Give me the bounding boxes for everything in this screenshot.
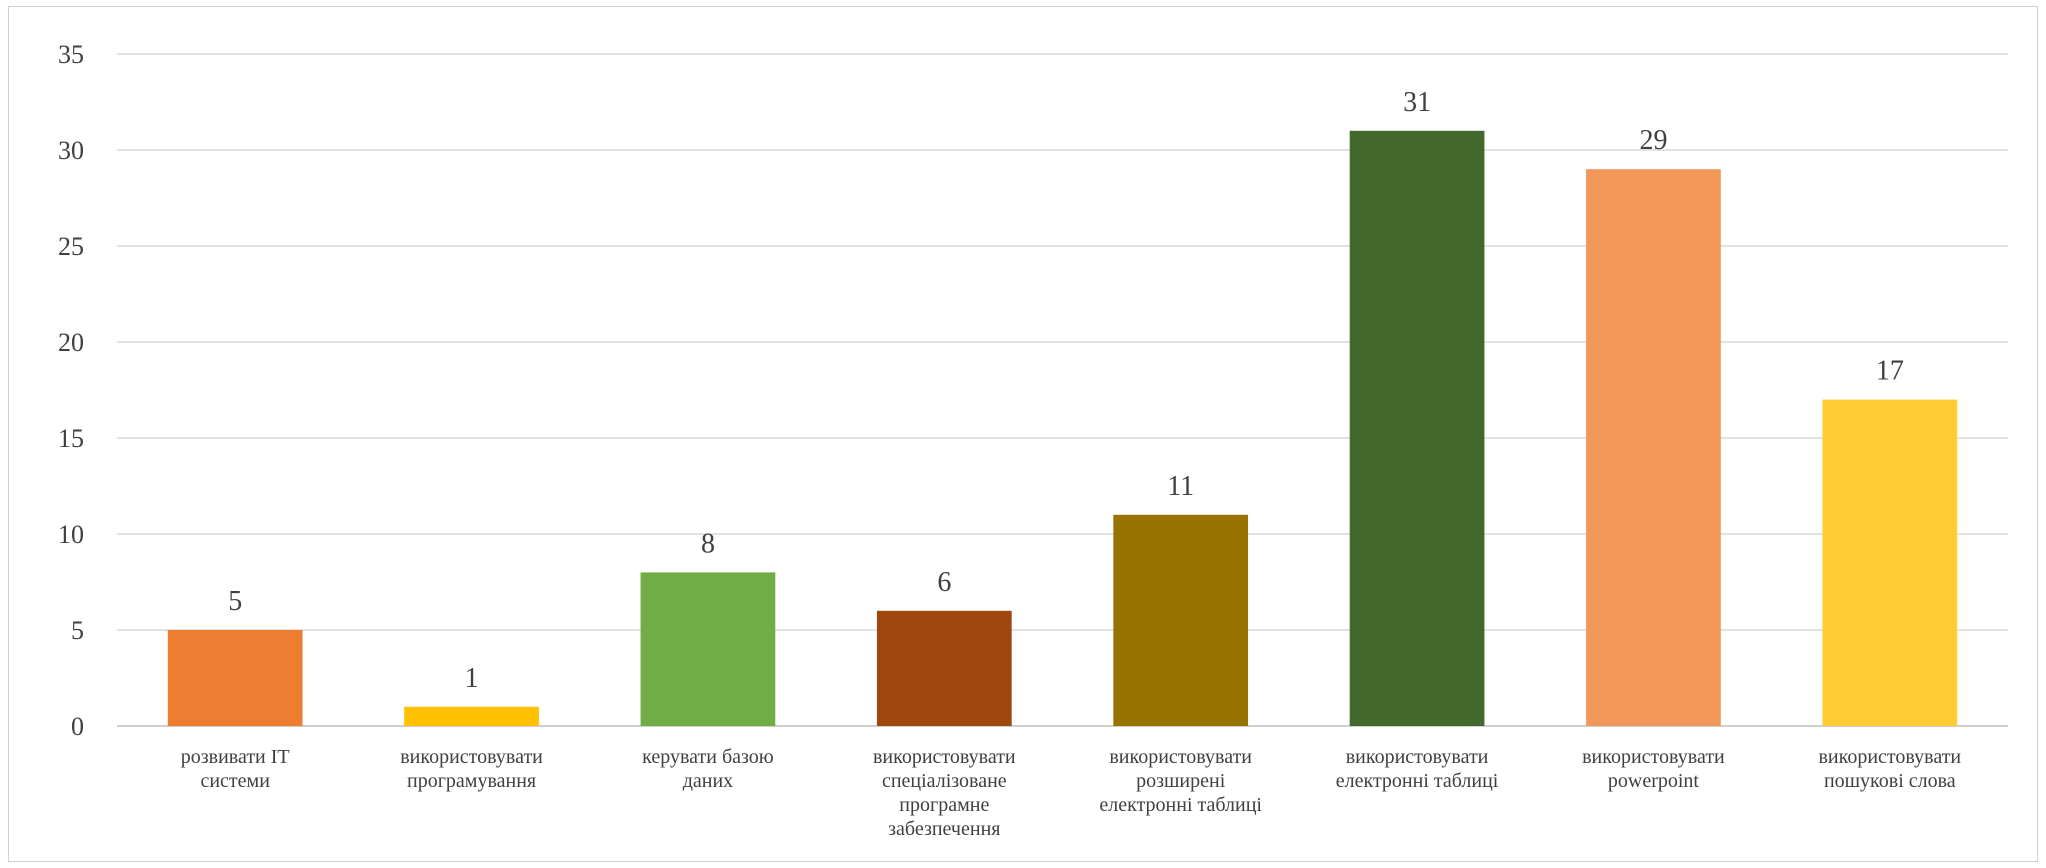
x-tick-label: використовувати пошукові слова: [1818, 746, 1961, 792]
bar: [1822, 399, 1958, 726]
x-tick-label: використовувати спеціалізоване програмне за…: [873, 746, 1016, 840]
data-label: 29: [1639, 125, 1667, 156]
x-tick-label: керувати базою даних: [642, 746, 774, 792]
y-tick-label: 35: [58, 40, 84, 69]
bar: [1349, 130, 1485, 727]
bar: [404, 706, 539, 726]
bars: [167, 130, 1958, 727]
y-tick-label: 5: [71, 616, 84, 645]
x-tick-label: розвивати IT системи: [181, 746, 290, 792]
x-tick-label: використовувати розширені електронні табли…: [1099, 746, 1262, 816]
x-tick-label: використовувати програмування: [400, 746, 543, 792]
y-tick-label: 15: [58, 424, 84, 453]
y-tick-label: 10: [58, 520, 84, 549]
bar: [640, 572, 776, 726]
gridlines: [117, 53, 2008, 727]
data-labels: 5 1 8 6 11 31 29 17: [228, 87, 1904, 694]
data-label: 31: [1403, 87, 1431, 118]
x-axis-category-labels: розвивати IT системи використовувати програ…: [181, 746, 1962, 840]
bar: [167, 630, 303, 726]
data-label: 6: [937, 567, 951, 598]
x-tick-label: використовувати powerpoint: [1582, 746, 1725, 792]
data-label: 11: [1167, 471, 1194, 502]
y-axis-tick-labels: 0 5 10 15 20 25 30 35: [58, 40, 84, 741]
data-label: 1: [465, 663, 479, 694]
bar: [1113, 514, 1249, 726]
bar: [1586, 169, 1721, 726]
data-label: 5: [228, 586, 242, 617]
x-tick-label: використовувати електронні таблиці: [1336, 746, 1499, 792]
data-label: 17: [1876, 356, 1904, 387]
y-tick-label: 20: [58, 328, 84, 357]
y-tick-label: 30: [58, 136, 84, 165]
y-tick-label: 25: [58, 232, 84, 261]
data-label: 8: [701, 528, 715, 559]
bar: [876, 610, 1012, 726]
y-tick-label: 0: [71, 712, 84, 741]
